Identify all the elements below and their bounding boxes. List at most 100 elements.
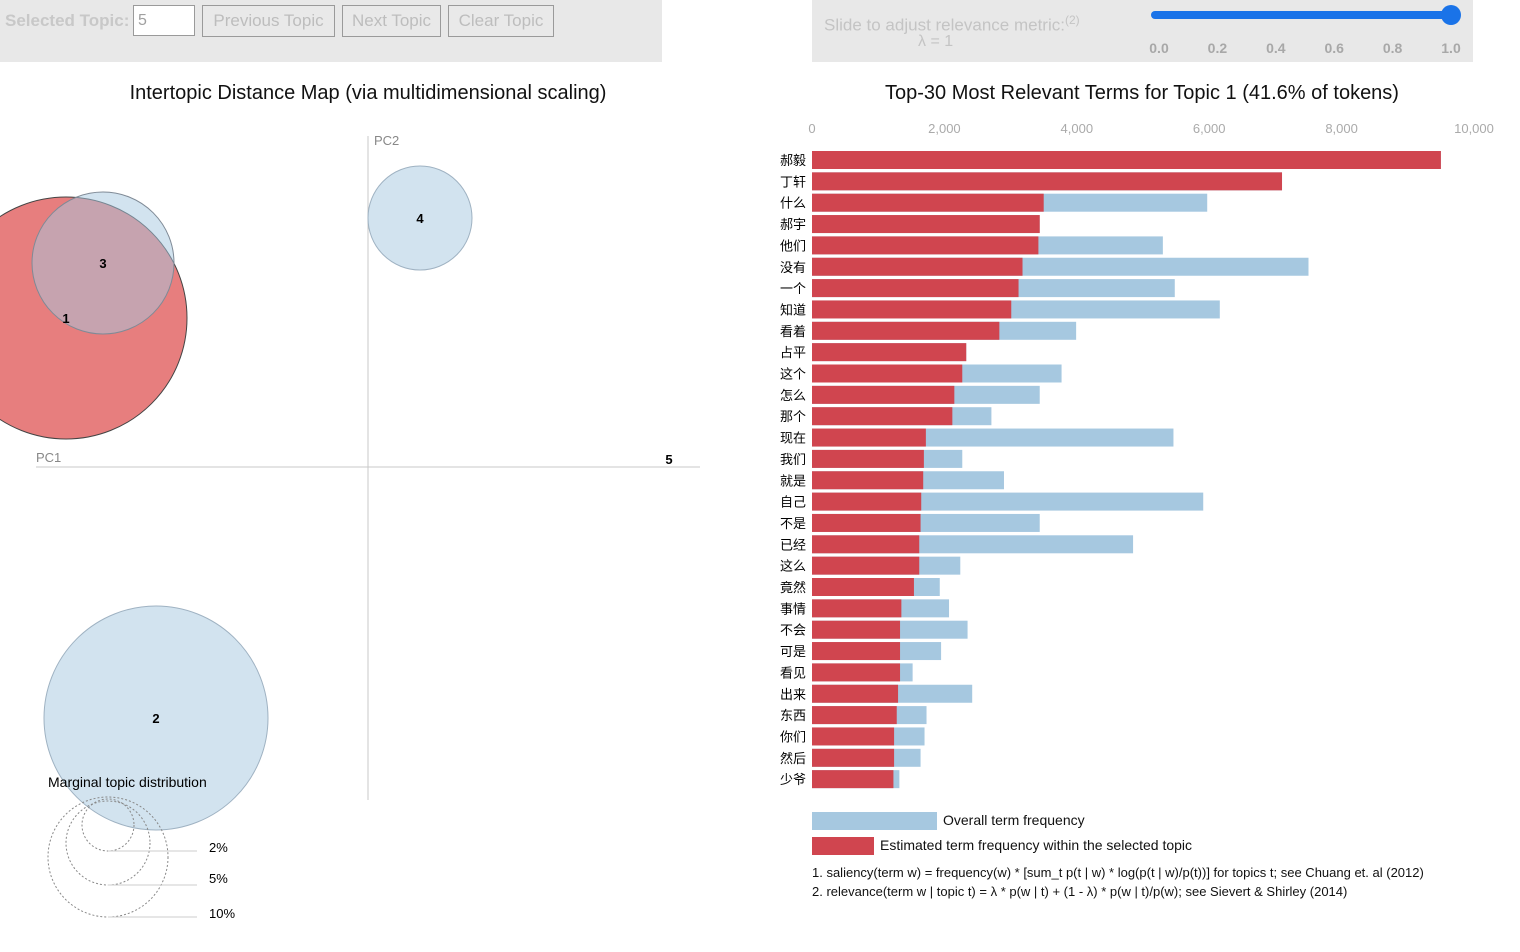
term-label[interactable]: 那个 [780,410,806,425]
bar-estimated-frequency[interactable] [812,556,920,575]
bar-estimated-frequency[interactable] [812,748,895,767]
selected-topic-input[interactable] [133,5,195,36]
intertopic-map-title: Intertopic Distance Map (via multidimens… [129,82,607,104]
terms-bar-chart: 0 2,000 4,000 6,000 8,000 10,000 郝毅丁轩什么郝宇他们没有一… [780,121,1494,789]
x-tick-label: 10,000 [1454,121,1494,136]
bar-estimated-frequency[interactable] [812,513,921,532]
term-label[interactable]: 不会 [780,624,806,639]
bar-estimated-frequency[interactable] [812,193,1044,212]
term-label[interactable]: 一个 [780,282,806,297]
term-label[interactable]: 知道 [780,302,806,318]
term-label[interactable]: 这个 [780,367,806,383]
topic-circle-4[interactable] [367,165,473,271]
bar-estimated-frequency[interactable] [812,535,920,554]
bar-estimated-frequency[interactable] [812,663,901,682]
term-label[interactable]: 郝宇 [780,218,806,233]
topic-circle-3[interactable] [31,191,175,335]
term-label[interactable]: 没有 [780,261,806,276]
x-tick-label: 6,000 [1193,121,1226,136]
footnote-relevance: 2. relevance(term w | topic t) = λ * p(w… [812,884,1348,899]
slider-tick: 0.8 [1382,40,1403,56]
slider-label-text: Slide to adjust relevance metric: [824,15,1065,35]
term-label[interactable]: 现在 [780,432,806,447]
term-label[interactable]: 事情 [780,602,806,617]
term-label[interactable]: 少爷 [780,773,806,788]
bar-estimated-frequency[interactable] [812,770,894,789]
term-label[interactable]: 竟然 [780,580,806,596]
x-tick-label: 0 [808,121,815,136]
bar-estimated-frequency[interactable] [812,151,1441,169]
bar-estimated-frequency[interactable] [812,236,1039,255]
slider-footnote-ref: (2) [1064,13,1080,27]
legend-overall-text: Overall term frequency [943,812,1085,828]
term-label[interactable]: 出来 [780,688,806,703]
relevance-control-panel [812,0,1473,62]
term-label[interactable]: 什么 [780,197,806,212]
bar-estimated-frequency[interactable] [812,343,967,362]
term-label[interactable]: 就是 [780,474,806,489]
term-label[interactable]: 看见 [780,665,806,681]
term-label[interactable]: 自己 [780,496,806,511]
term-label[interactable]: 他们 [780,239,806,254]
bar-estimated-frequency[interactable] [812,428,926,447]
bar-estimated-frequency[interactable] [812,642,901,661]
term-label[interactable]: 看着 [780,324,806,340]
term-label[interactable]: 丁轩 [780,175,806,190]
term-label[interactable]: 东西 [780,709,806,724]
bar-estimated-frequency[interactable] [812,578,914,596]
term-label[interactable]: 我们 [780,453,806,468]
bar-estimated-frequency[interactable] [812,449,924,468]
topic-circle-2[interactable] [43,605,269,831]
term-label[interactable]: 可是 [780,645,806,660]
slider-tick: 0.6 [1324,40,1344,56]
term-label[interactable]: 然后 [780,751,806,767]
bar-estimated-frequency[interactable] [812,471,924,490]
term-label[interactable]: 不是 [780,517,806,532]
marginal-label-10pct: 10% [209,906,235,921]
legend-estimated-swatch [812,837,874,855]
topic-label-1: 1 [62,311,69,326]
clear-topic-button[interactable]: Clear Topic [448,5,554,37]
slider-label: Slide to adjust relevance metric:(2) [824,13,1080,36]
topic-label-5: 5 [665,452,672,467]
marginal-circle-10pct [47,796,169,918]
bar-estimated-frequency[interactable] [812,599,902,618]
term-label[interactable]: 怎么 [780,389,806,404]
bar-estimated-frequency[interactable] [812,727,895,746]
x-tick-label: 2,000 [928,121,961,136]
bar-estimated-frequency[interactable] [812,300,1012,319]
marginal-label-2pct: 2% [209,840,228,855]
bar-estimated-frequency[interactable] [812,620,901,639]
slider-tick: 0.2 [1207,40,1228,56]
pc1-label: PC1 [36,450,61,465]
topic-label-2: 2 [152,711,159,726]
bar-estimated-frequency[interactable] [812,706,897,725]
bar-estimated-frequency[interactable] [812,385,955,404]
footnote-saliency: 1. saliency(term w) = frequency(w) * [su… [812,865,1424,880]
terms-chart-title: Top-30 Most Relevant Terms for Topic 1 (… [885,82,1399,104]
bar-estimated-frequency[interactable] [812,172,1283,191]
term-label[interactable]: 占平 [780,346,806,361]
topic-label-4: 4 [416,211,424,226]
lambda-slider-track[interactable] [1151,11,1451,19]
bar-estimated-frequency[interactable] [812,279,1019,298]
term-label[interactable]: 你们 [780,730,806,745]
bar-estimated-frequency[interactable] [812,321,1000,340]
legend-overall-swatch [812,812,937,830]
bar-estimated-frequency[interactable] [812,257,1023,276]
term-label[interactable]: 已经 [780,538,806,553]
term-label[interactable]: 郝毅 [780,153,806,169]
bar-estimated-frequency[interactable] [812,364,963,383]
slider-tick: 1.0 [1441,40,1461,56]
previous-topic-button[interactable]: Previous Topic [202,5,335,37]
slider-tick: 0.0 [1149,40,1169,56]
next-topic-button[interactable]: Next Topic [342,5,441,37]
lambda-slider-thumb[interactable] [1441,5,1461,25]
bar-estimated-frequency[interactable] [812,407,953,426]
legend-estimated-text: Estimated term frequency within the sele… [880,837,1193,853]
bar-estimated-frequency[interactable] [812,492,922,511]
bar-estimated-frequency[interactable] [812,215,1040,234]
term-label[interactable]: 这么 [780,559,806,575]
bar-estimated-frequency[interactable] [812,684,899,703]
